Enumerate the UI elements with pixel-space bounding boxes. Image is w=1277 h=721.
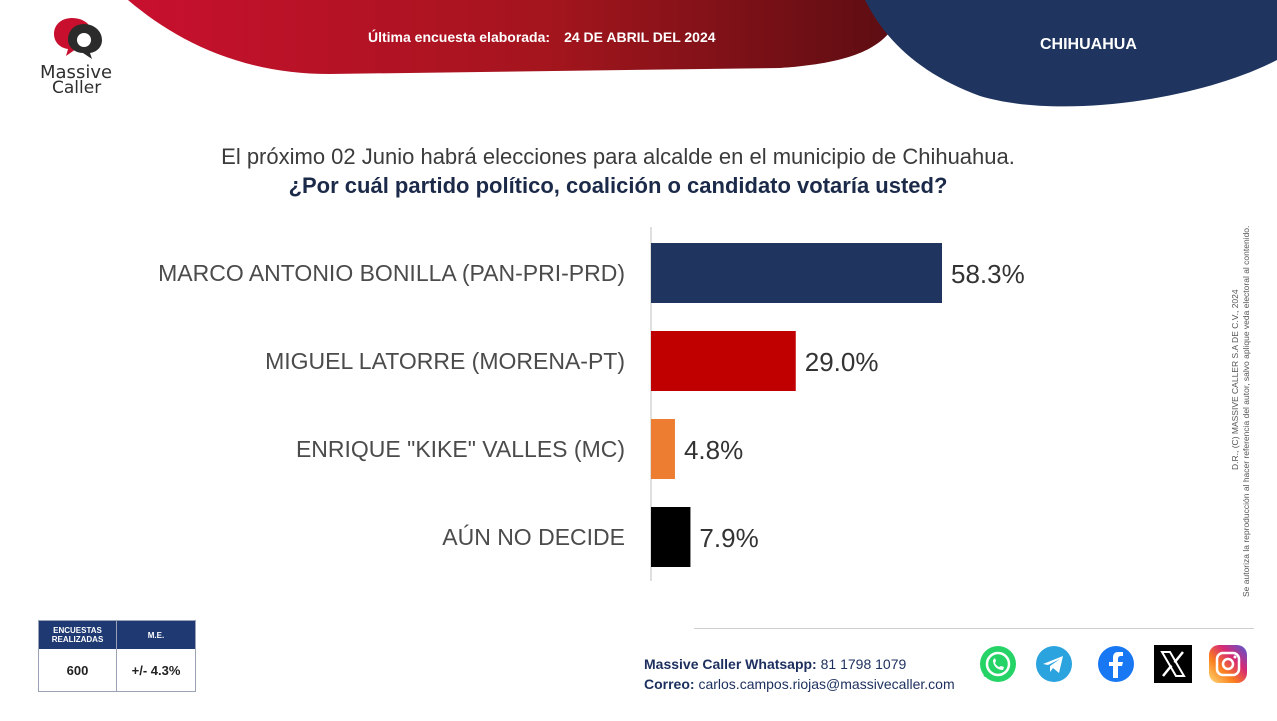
- email-label: Correo:: [644, 676, 695, 692]
- legal-notice-line1: D.R., (C) MASSIVE CALLER S.A DE C.V., 20…: [1230, 289, 1240, 470]
- bar-2: [651, 331, 796, 391]
- header-red-wave: [128, 0, 905, 74]
- question-context: El próximo 02 Junio habrá elecciones par…: [221, 144, 1015, 169]
- stats-value-row: 600 +/- 4.3%: [39, 649, 195, 691]
- survey-date: Última encuesta elaborada: 24 DE ABRIL DE…: [368, 29, 716, 45]
- bar-1: [651, 243, 942, 303]
- whatsapp-contact: Massive Caller Whatsapp: 81 1798 1079: [644, 656, 906, 672]
- category-label-1: MARCO ANTONIO BONILLA (PAN-PRI-PRD): [158, 260, 625, 286]
- legal-notice: D.R., (C) MASSIVE CALLER S.A DE C.V., 20…: [1230, 226, 1251, 597]
- whatsapp-label: Massive Caller Whatsapp:: [644, 656, 817, 672]
- whatsapp-number[interactable]: 81 1798 1079: [820, 656, 907, 672]
- x-icon[interactable]: [1153, 644, 1193, 684]
- massive-caller-logo: Massive Caller: [34, 14, 124, 100]
- stats-header-row: ENCUESTAS REALIZADAS M.E.: [39, 621, 195, 649]
- bar-4: [651, 507, 691, 567]
- stats-header-margin: M.E.: [147, 630, 165, 640]
- bar-3: [651, 419, 675, 479]
- telegram-icon[interactable]: [1034, 644, 1074, 684]
- instagram-icon[interactable]: [1208, 644, 1248, 684]
- logo-text-massive: Massive: [40, 62, 113, 83]
- value-label-1: 58.3%: [951, 259, 1025, 289]
- category-label-2: MIGUEL LATORRE (MORENA-PT): [265, 348, 625, 374]
- logo-text-caller: Caller: [52, 78, 102, 98]
- survey-stats-table: ENCUESTAS REALIZADAS M.E. 600 +/- 4.3%: [38, 620, 196, 692]
- question-title: ¿Por cuál partido político, coalición o …: [288, 173, 948, 198]
- survey-date-label: Última encuesta elaborada:: [368, 29, 551, 45]
- footer-divider: [694, 628, 1254, 629]
- stats-surveys-value: 600: [39, 649, 117, 691]
- header-navy-wave: [865, 0, 1277, 107]
- legal-notice-line2: Se autoriza la reproducción al hacer ref…: [1241, 226, 1251, 597]
- stats-header-surveys: ENCUESTAS REALIZADAS: [39, 621, 117, 649]
- category-label-3: ENRIQUE "KIKE" VALLES (MC): [296, 436, 625, 462]
- value-label-2: 29.0%: [805, 347, 879, 377]
- survey-date-value: 24 DE ABRIL DEL 2024: [564, 29, 716, 45]
- email-contact: Correo: carlos.campos.riojas@massivecall…: [644, 676, 955, 692]
- whatsapp-icon[interactable]: [978, 644, 1018, 684]
- value-label-4: 7.9%: [699, 523, 758, 553]
- facebook-icon[interactable]: [1096, 644, 1136, 684]
- email-address[interactable]: carlos.campos.riojas@massivecaller.com: [698, 676, 955, 692]
- value-label-3: 4.8%: [684, 435, 743, 465]
- chat-bubbles-icon: [54, 18, 102, 59]
- region-label: CHIHUAHUA: [1040, 36, 1137, 53]
- vote-intention-chart: MARCO ANTONIO BONILLA (PAN-PRI-PRD) 58.3%…: [158, 227, 1025, 581]
- stats-margin-value: +/- 4.3%: [131, 662, 181, 678]
- header-banner: [128, 0, 1277, 107]
- category-label-4: AÚN NO DECIDE: [442, 524, 625, 550]
